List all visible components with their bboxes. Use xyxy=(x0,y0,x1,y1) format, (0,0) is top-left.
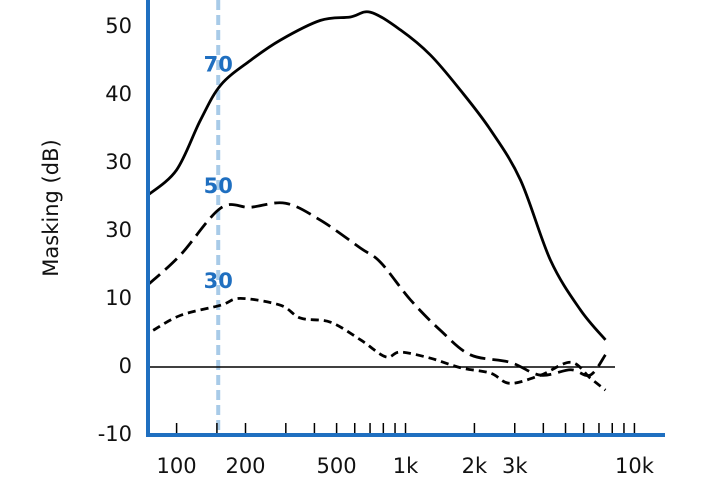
series-label: 50 xyxy=(204,174,233,198)
series-line xyxy=(152,296,607,392)
series-line xyxy=(147,10,607,341)
y-tick-label: 10 xyxy=(105,286,132,310)
x-tick-label: 10k xyxy=(615,454,655,478)
y-tick-label: 30 xyxy=(105,150,132,174)
y-tick-label: 30 xyxy=(105,218,132,242)
x-tick-label: 3k xyxy=(502,454,528,478)
x-tick-label: 2k xyxy=(462,454,488,478)
y-tick-label: -10 xyxy=(98,422,132,446)
x-tick-label: 500 xyxy=(317,454,357,478)
series-label: 70 xyxy=(204,52,233,76)
y-tick-label: 50 xyxy=(105,14,132,38)
x-tick-label: 100 xyxy=(157,454,197,478)
series-label: 30 xyxy=(204,269,233,293)
y-axis-label: Masking (dB) xyxy=(39,139,63,276)
x-tick-label: 200 xyxy=(225,454,265,478)
series-line xyxy=(147,201,607,378)
y-tick-label: 40 xyxy=(105,82,132,106)
y-tick-label: 0 xyxy=(119,354,132,378)
x-tick-label: 1k xyxy=(393,454,419,478)
